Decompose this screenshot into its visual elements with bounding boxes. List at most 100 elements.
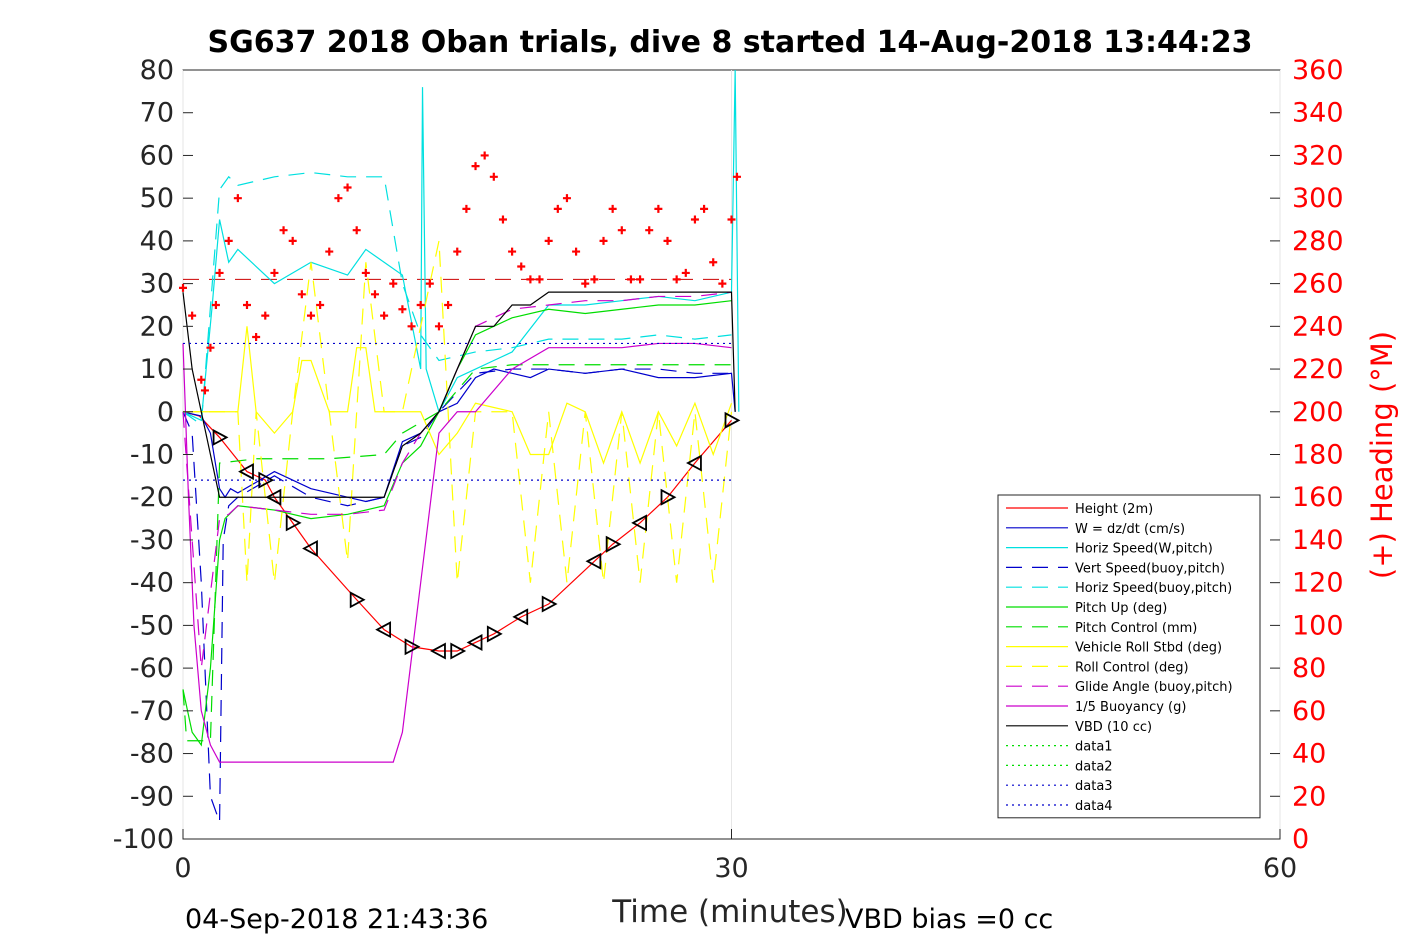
heading-point-11	[261, 311, 270, 320]
y-tick-label-3: 50	[140, 183, 174, 214]
legend-label-6: Pitch Control (mm)	[1075, 621, 1197, 636]
y-right-tick-label-17: 20	[1292, 781, 1326, 812]
y-tick-label-0: 80	[140, 55, 174, 86]
height-marker-8	[404, 638, 421, 656]
heading-point-47	[590, 275, 599, 284]
axes: 80706050403020100-10-20-30-40-50-60-70-8…	[113, 55, 1344, 884]
height-marker-17	[631, 514, 647, 532]
heading-point-51	[626, 275, 635, 284]
series-line-4	[182, 171, 732, 426]
y-tick-label-13: -50	[130, 610, 174, 641]
y-tick-label-10: -20	[130, 482, 174, 513]
legend-label-10: 1/5 Buoyancy (g)	[1075, 700, 1186, 715]
heading-point-49	[608, 204, 617, 213]
y-right-tick-label-0: 360	[1292, 55, 1344, 86]
height-marker-10	[450, 642, 467, 660]
y-tick-label-15: -70	[130, 696, 174, 727]
heading-point-60	[709, 258, 718, 267]
heading-point-36	[489, 172, 498, 181]
heading-point-6	[215, 268, 224, 277]
heading-point-63	[732, 172, 741, 181]
y-right-tick-label-12: 120	[1292, 568, 1344, 599]
chart-title: SG637 2018 Oban trials, dive 8 started 1…	[207, 25, 1252, 60]
height-marker-1	[238, 463, 254, 481]
heading-point-3	[200, 386, 209, 395]
heading-point-26	[398, 305, 407, 314]
legend-label-15: data4	[1075, 799, 1113, 814]
height-marker-0	[212, 428, 229, 446]
series-line-7	[183, 326, 733, 465]
heading-point-16	[306, 311, 315, 320]
heading-point-9	[242, 300, 251, 309]
heading-point-25	[389, 279, 398, 288]
x-tick-label-2: 60	[1263, 853, 1297, 884]
footer-timestamp: 04-Sep-2018 21:43:36	[185, 904, 488, 935]
y-right-tick-label-13: 100	[1292, 610, 1344, 641]
y-right-tick-label-1: 340	[1292, 98, 1344, 129]
heading-point-61	[718, 279, 727, 288]
y-right-tick-label-6: 240	[1292, 311, 1344, 342]
series-line-2	[182, 69, 740, 422]
legend-label-3: Vert Speed(buoy,pitch)	[1075, 561, 1225, 576]
y-right-tick-label-16: 40	[1292, 739, 1326, 770]
heading-point-41	[535, 275, 544, 284]
heading-point-32	[453, 247, 462, 256]
heading-point-1	[188, 311, 197, 320]
heading-point-58	[690, 215, 699, 224]
heading-point-35	[480, 151, 489, 160]
heading-point-12	[270, 268, 279, 277]
y-right-tick-label-14: 80	[1292, 653, 1326, 684]
height-marker-13	[512, 608, 529, 626]
heading-point-14	[288, 236, 297, 245]
height-marker-15	[585, 552, 602, 570]
heading-point-18	[325, 247, 334, 256]
height-marker-6	[349, 591, 366, 609]
y-right-tick-label-15: 60	[1292, 696, 1326, 727]
heading-point-7	[224, 236, 233, 245]
y-right-tick-label-10: 160	[1292, 482, 1344, 513]
height-marker-3	[265, 488, 282, 506]
y-right-tick-label-4: 280	[1292, 226, 1344, 257]
legend-label-11: VBD (10 cc)	[1075, 720, 1152, 735]
height-marker-9	[430, 642, 446, 660]
heading-point-4	[206, 343, 215, 352]
y-right-tick-label-3: 300	[1292, 183, 1344, 214]
heading-point-42	[544, 236, 553, 245]
series-line-9	[182, 291, 732, 669]
heading-point-53	[645, 226, 654, 235]
y-tick-label-7: 10	[140, 354, 174, 385]
series-line-3	[182, 368, 732, 823]
y-tick-label-16: -80	[130, 739, 174, 770]
x-tick-label-0: 0	[174, 853, 191, 884]
heading-point-40	[526, 275, 535, 284]
legend-label-12: data1	[1075, 740, 1113, 755]
heading-point-62	[727, 215, 736, 224]
height-marker-20	[724, 411, 741, 429]
y-tick-label-18: -100	[113, 824, 174, 855]
legend-label-2: Horiz Speed(W,pitch)	[1075, 542, 1213, 557]
legend-label-4: Horiz Speed(buoy,pitch)	[1075, 581, 1232, 596]
y-right-tick-label-2: 320	[1292, 140, 1344, 171]
heading-point-46	[581, 279, 590, 288]
heading-point-20	[343, 183, 352, 192]
legend-label-13: data2	[1075, 759, 1113, 774]
y-tick-label-12: -40	[130, 568, 174, 599]
y-right-tick-label-9: 180	[1292, 440, 1344, 471]
y-right-tick-label-8: 200	[1292, 397, 1344, 428]
heading-point-48	[599, 236, 608, 245]
heading-point-21	[352, 226, 361, 235]
series-line-5	[182, 300, 732, 747]
heading-point-59	[700, 204, 709, 213]
heading-point-17	[316, 300, 325, 309]
y-tick-label-1: 70	[140, 98, 174, 129]
y-right-tick-label-7: 220	[1292, 354, 1344, 385]
heading-point-39	[517, 262, 526, 271]
legend: Height (2m) W = dz/dt (cm/s) Horiz Speed(W…	[997, 494, 1261, 819]
height-marker-18	[660, 488, 677, 506]
height-marker-7	[375, 621, 392, 639]
height-marker-14	[541, 595, 558, 613]
y-tick-label-8: 0	[157, 397, 174, 428]
y-tick-label-11: -30	[130, 525, 174, 556]
heading-point-22	[361, 268, 370, 277]
